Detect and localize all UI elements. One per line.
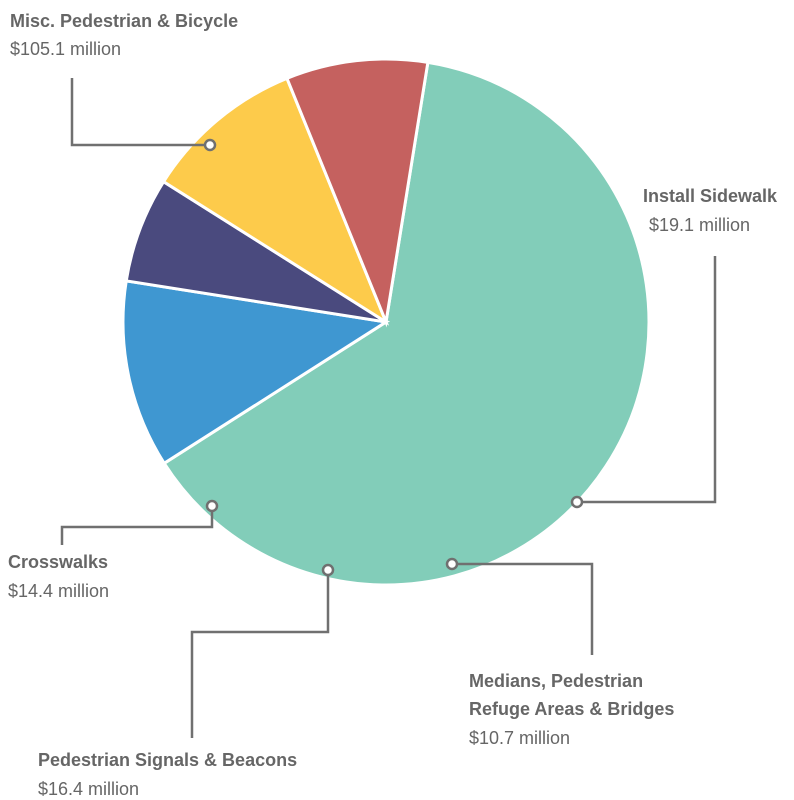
leader-signals [190,570,330,738]
label-signals-value: $16.4 million [38,779,139,799]
dot-signals [321,563,335,577]
slice-ped-signals-beacons [161,76,390,326]
slice-misc-ped-bicycle [162,60,651,587]
leader-crosswalks [60,506,214,545]
pie-slices [121,57,651,587]
slice-install-sidewalk [121,279,391,466]
label-medians-name-line2: Refuge Areas & Bridges [469,699,674,719]
label-misc-value: $105.1 million [10,39,121,59]
leader-medians [452,562,594,655]
dot-sidewalk [570,495,584,509]
slice-crosswalks [284,57,430,328]
label-crosswalks-name: Crosswalks [8,552,108,572]
leader-sidewalk [577,256,717,504]
leader-dots [203,138,584,577]
label-medians-value: $10.7 million [469,728,570,748]
label-medians-name-line1: Medians, Pedestrian [469,671,643,691]
label-sidewalk-value: $19.1 million [649,215,750,235]
leader-misc [70,78,210,147]
dot-misc [203,138,217,152]
label-sidewalk-name: Install Sidewalk [643,186,778,206]
label-misc-name: Misc. Pedestrian & Bicycle [10,11,238,31]
leader-lines [60,78,717,738]
label-signals-name: Pedestrian Signals & Beacons [38,750,297,770]
label-crosswalks-value: $14.4 million [8,581,109,601]
dot-medians [445,557,459,571]
dot-crosswalks [205,499,219,513]
